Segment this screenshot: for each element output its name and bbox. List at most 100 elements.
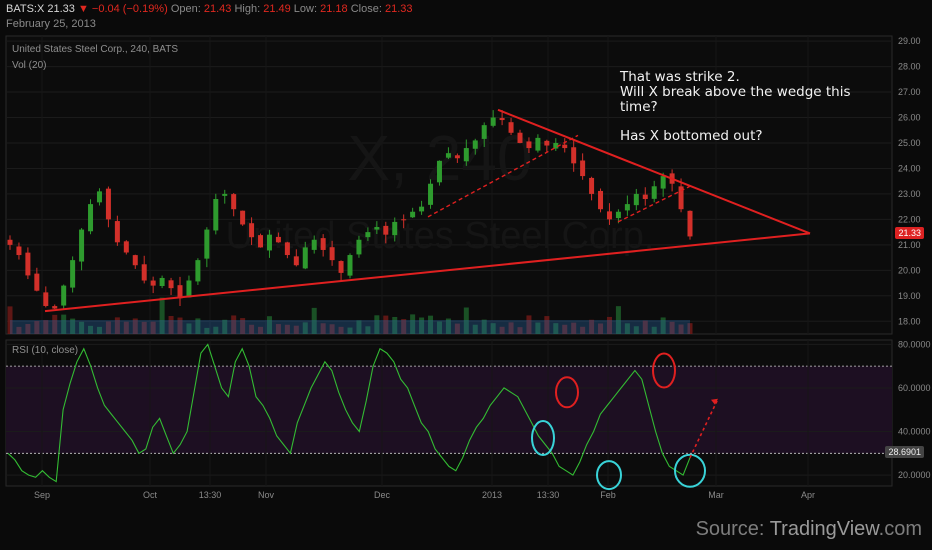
time-axis-tick: 13:30 xyxy=(199,490,222,500)
candle-body xyxy=(177,285,183,299)
volume-bar xyxy=(454,323,460,334)
candle-body xyxy=(472,140,478,149)
rsi-axis-tick: 40.0000 xyxy=(898,427,931,437)
candle-body xyxy=(508,122,514,133)
candle-body xyxy=(105,188,111,220)
last-price-tag: 21.33 xyxy=(895,227,924,239)
source-prefix: Source: xyxy=(695,518,770,540)
volume-bar xyxy=(150,321,156,334)
volume-bar xyxy=(311,307,317,334)
candle-body xyxy=(284,242,290,256)
candle-body xyxy=(454,155,460,159)
volume-bar xyxy=(275,324,281,334)
upper-trendline xyxy=(497,108,811,235)
volume-bar xyxy=(553,323,559,334)
high-value: 21.49 xyxy=(263,3,291,15)
candle-body xyxy=(311,239,317,250)
source-brand: TradingView xyxy=(769,518,879,540)
candle-body xyxy=(240,210,246,225)
candle-body xyxy=(445,153,451,158)
rsi-circle-cyan-2 xyxy=(596,460,622,491)
volume-bar xyxy=(338,326,344,334)
volume-bar xyxy=(240,318,246,334)
volume-bar xyxy=(624,323,630,334)
volume-bar xyxy=(25,324,31,334)
candles xyxy=(7,110,693,310)
volume-bar xyxy=(79,321,85,334)
candle-body xyxy=(25,252,31,276)
price-axis-tick: 23.00 xyxy=(898,189,921,199)
rsi-circle-red-2 xyxy=(652,352,676,389)
watermark-symbol: X, 240 xyxy=(347,122,532,194)
volume-bar xyxy=(499,326,505,334)
volume-bar xyxy=(419,317,425,334)
candle-body xyxy=(88,204,94,232)
price-axis-tick: 26.00 xyxy=(898,113,921,123)
candle-body xyxy=(186,280,192,298)
candle-body xyxy=(660,176,666,189)
arrowhead-icon xyxy=(711,398,718,405)
candle-body xyxy=(320,238,326,250)
candle-body xyxy=(490,117,496,126)
volume-bar xyxy=(571,322,577,334)
volume-bar xyxy=(231,315,237,334)
candle-body xyxy=(428,183,434,205)
candle-body xyxy=(606,211,612,220)
candle-body xyxy=(96,191,102,203)
candle-body xyxy=(553,142,559,149)
candle-body xyxy=(687,210,693,237)
candle-body xyxy=(266,234,272,251)
candle-body xyxy=(338,261,344,273)
volume-bar xyxy=(186,323,192,334)
watermark-company: United States Steel Corp. xyxy=(226,215,655,257)
low-label: Low: xyxy=(293,3,318,15)
price-axis-tick: 20.00 xyxy=(898,265,921,275)
volume-bar xyxy=(589,319,595,334)
time-axis-tick: 13:30 xyxy=(537,490,560,500)
volume-bar xyxy=(88,325,94,334)
rsi-axis-tick: 20.0000 xyxy=(898,470,931,480)
volume-bar xyxy=(615,306,621,334)
source-watermark: Source: TradingView.com xyxy=(696,518,922,541)
volume-bar xyxy=(320,323,326,334)
candle-body xyxy=(562,144,568,149)
volume-bar xyxy=(598,323,604,334)
volume-bar xyxy=(401,319,407,334)
annotation-text: That was strike 2. Will X break above th… xyxy=(620,70,880,144)
time-axis-tick: Apr xyxy=(801,490,815,500)
candle-body xyxy=(150,280,156,286)
volume-bar xyxy=(580,326,586,334)
volume-bar xyxy=(43,320,49,334)
candle-body xyxy=(615,211,621,219)
symbol-name: BATS:X xyxy=(6,3,45,15)
volume-bar xyxy=(436,321,442,334)
volume-bar xyxy=(535,322,541,334)
price-axis-tick: 24.00 xyxy=(898,163,921,173)
candle-body xyxy=(293,256,299,266)
volume-bar xyxy=(562,324,568,334)
price-axis-tick: 28.00 xyxy=(898,62,921,72)
rsi-line xyxy=(7,343,691,483)
rsi-band xyxy=(6,366,892,454)
annotation-line-4: Has X bottomed out? xyxy=(620,128,763,144)
rsi-axis-tick: 60.0000 xyxy=(898,383,931,393)
volume-bar xyxy=(678,324,684,334)
open-label: Open: xyxy=(170,3,201,15)
candle-body xyxy=(526,141,532,149)
down-arrow-icon: ▼ xyxy=(77,3,89,15)
candle-body xyxy=(43,292,49,306)
volume-bar xyxy=(642,320,648,334)
volume-bar xyxy=(490,323,496,334)
rsi-projection-arrow xyxy=(689,398,719,459)
annotation-line-2: Will X break above the wedge this xyxy=(620,84,851,100)
volume-bar xyxy=(463,307,469,334)
candle-body xyxy=(517,132,523,143)
volume-label: Vol (20) xyxy=(12,60,47,71)
candle-body xyxy=(374,227,380,230)
volume-bar xyxy=(284,324,290,334)
volume-bar xyxy=(96,326,102,334)
last-price: 21.33 xyxy=(47,3,75,15)
annotation-line-1: That was strike 2. xyxy=(620,69,740,85)
open-value: 21.43 xyxy=(203,3,232,15)
